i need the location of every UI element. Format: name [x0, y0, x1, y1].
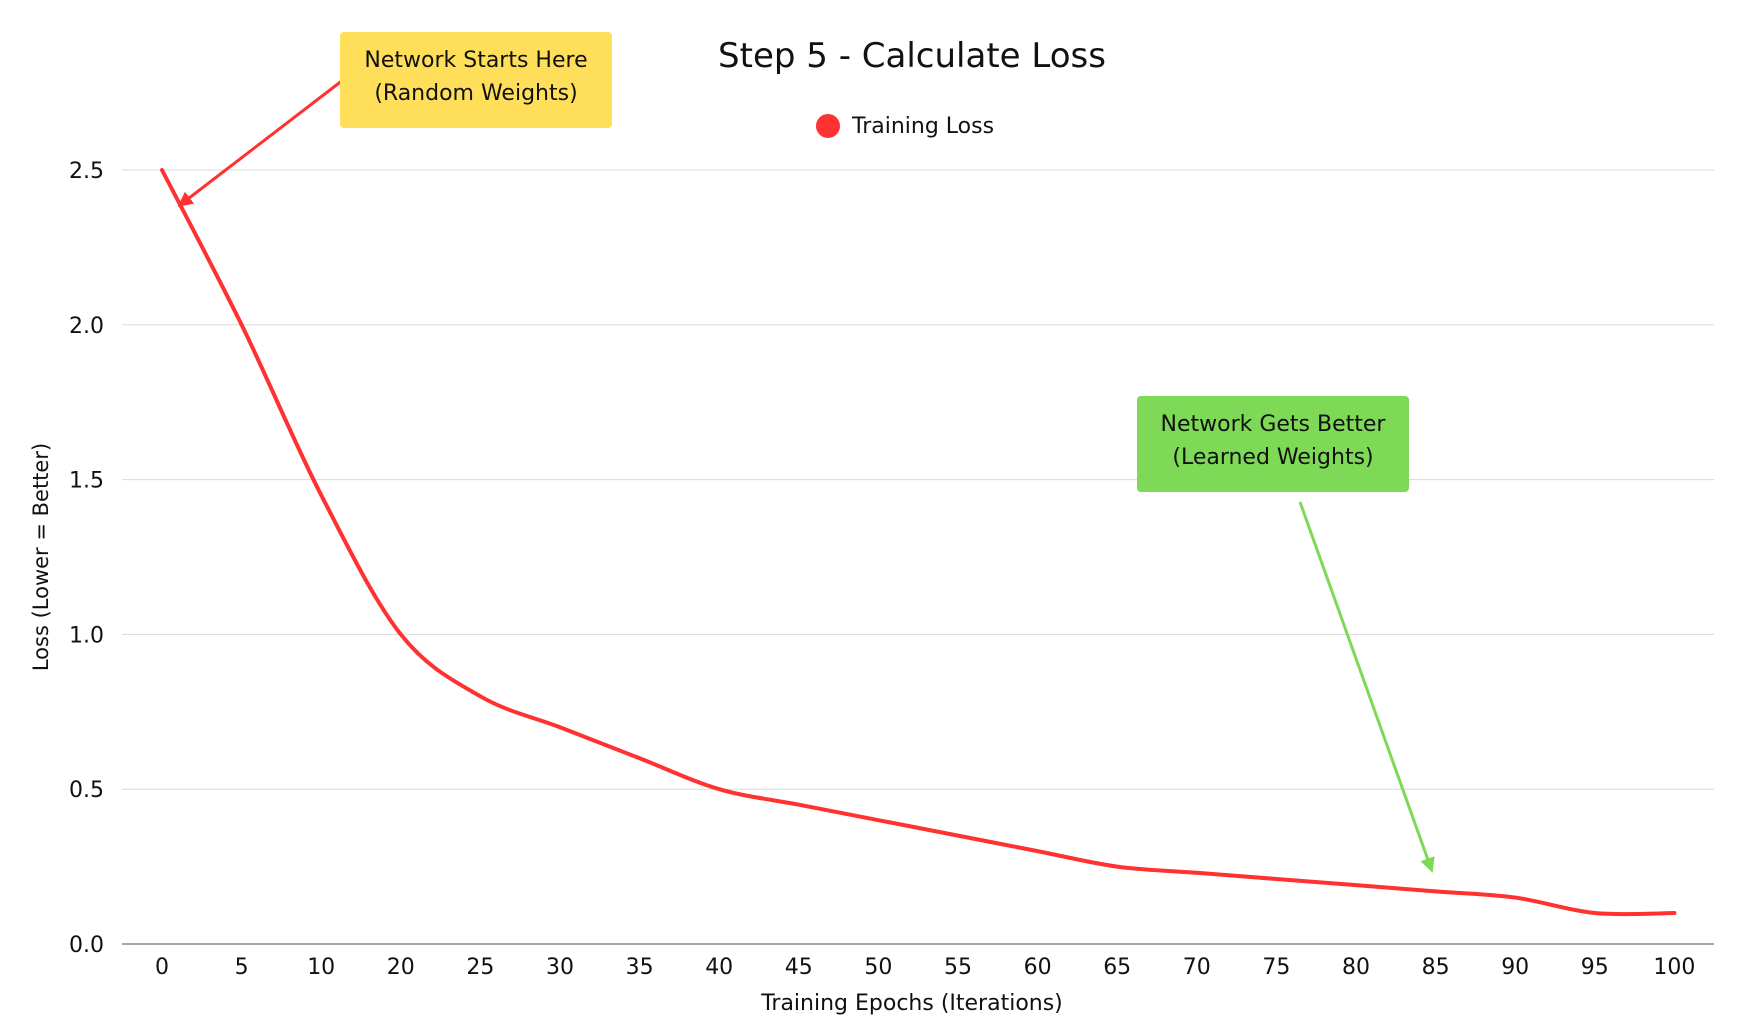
- annotation-end-arrow: [1298, 501, 1435, 873]
- y-tick-label: 0.0: [69, 933, 104, 958]
- series-layer: [160, 168, 1677, 917]
- x-tick-label: 25: [466, 955, 494, 980]
- x-tick-label: 0: [155, 955, 169, 980]
- x-tick-label: 75: [1262, 955, 1290, 980]
- annotation-start-line-1: Network Starts Here: [364, 48, 588, 73]
- y-tick-label: 2.5: [69, 159, 104, 184]
- y-tick-label: 1.0: [69, 623, 104, 648]
- x-tick-label: 60: [1024, 955, 1052, 980]
- x-tick-label: 30: [546, 955, 574, 980]
- x-tick-label: 80: [1342, 955, 1370, 980]
- x-tick-label: 70: [1183, 955, 1211, 980]
- x-tick-label: 20: [387, 955, 415, 980]
- x-tick-label: 40: [705, 955, 733, 980]
- training-loss-line: [160, 168, 1677, 917]
- y-tick-label: 1.5: [69, 469, 104, 494]
- legend-label: Training Loss: [851, 114, 994, 139]
- x-axis-title: Training Epochs (Iterations): [760, 991, 1063, 1016]
- y-tick-label: 2.0: [69, 314, 104, 339]
- x-tick-label: 85: [1422, 955, 1450, 980]
- x-tick-label: 35: [626, 955, 654, 980]
- x-tick-label: 95: [1581, 955, 1609, 980]
- annotation-arrows: [177, 78, 1435, 873]
- annotation-start-arrow: [177, 78, 344, 207]
- annotation-end: Network Gets Better (Learned Weights): [1137, 396, 1409, 492]
- annotation-end-line-2: (Learned Weights): [1172, 445, 1374, 470]
- x-tick-label: 55: [944, 955, 972, 980]
- legend-marker: [816, 114, 840, 138]
- legend: Training Loss: [816, 114, 994, 139]
- x-tick-label: 10: [307, 955, 335, 980]
- x-tick-label: 45: [785, 955, 813, 980]
- y-axis-title: Loss (Lower = Better): [29, 443, 53, 671]
- y-tick-label: 0.5: [69, 778, 104, 803]
- chart-title: Step 5 - Calculate Loss: [718, 36, 1106, 76]
- x-tick-label: 50: [864, 955, 892, 980]
- gridlines: [122, 169, 1714, 945]
- y-axis-ticks: 0.0 0.5 1.0 1.5 2.0 2.5: [69, 159, 104, 958]
- annotation-end-line-1: Network Gets Better: [1160, 412, 1386, 437]
- x-axis-ticks: 0 5 10 20 25 30 35 40 45 50 55 60 65 70 75 80 85 90 95 100: [155, 955, 1695, 980]
- annotation-start-line-2: (Random Weights): [374, 81, 578, 106]
- annotation-start: Network Starts Here (Random Weights): [340, 32, 612, 128]
- x-tick-label: 5: [235, 955, 249, 980]
- x-tick-label: 65: [1103, 955, 1131, 980]
- x-tick-label: 90: [1501, 955, 1529, 980]
- x-tick-label: 100: [1653, 955, 1695, 980]
